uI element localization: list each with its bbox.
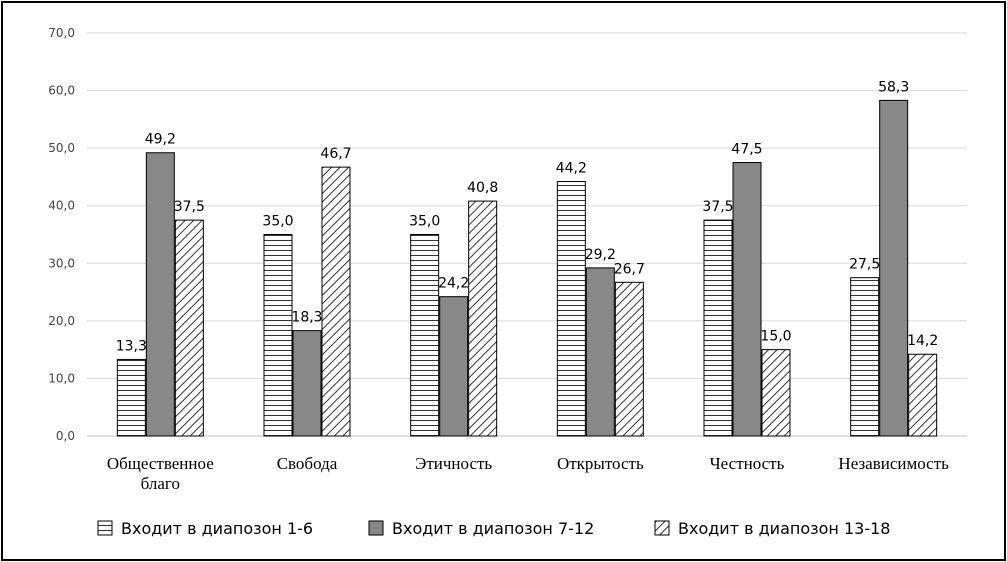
legend: Входит в диапозон 1-6 Входит в диапозон 7… <box>97 519 890 538</box>
bar <box>145 152 175 437</box>
data-label: 26,7 <box>614 261 645 277</box>
data-label: 47,5 <box>731 142 762 158</box>
bar <box>321 166 351 437</box>
bar <box>556 181 586 437</box>
legend-label: Входит в диапозон 13-18 <box>678 519 890 538</box>
bar <box>468 200 498 437</box>
bar <box>703 219 733 437</box>
data-label: 37,5 <box>702 199 733 215</box>
category-label: Общественное <box>107 454 214 473</box>
bar <box>292 330 322 437</box>
data-label: 15,0 <box>760 329 791 345</box>
data-label: 49,2 <box>145 132 176 148</box>
y-tick-label: 40,0 <box>48 199 75 213</box>
y-tick-label: 50,0 <box>48 141 75 155</box>
legend-swatch <box>368 520 384 536</box>
bar <box>761 349 791 437</box>
bar <box>879 99 909 437</box>
data-label: 44,2 <box>556 161 587 177</box>
category-label: Независимость <box>838 454 949 473</box>
bar <box>116 358 146 437</box>
data-label: 37,5 <box>174 199 205 215</box>
data-label: 35,0 <box>409 214 440 230</box>
bar <box>908 353 938 437</box>
data-label: 29,2 <box>585 247 616 263</box>
category-label: Честность <box>710 454 785 473</box>
category-label: Свобода <box>277 454 338 473</box>
y-tick-label: 20,0 <box>48 314 75 328</box>
data-label: 14,2 <box>907 333 938 349</box>
category-label: Этичность <box>415 454 492 473</box>
data-label: 27,5 <box>849 257 880 273</box>
bar <box>410 234 440 437</box>
y-tick-label: 70,0 <box>48 26 75 40</box>
bar <box>174 219 204 437</box>
bars <box>116 99 938 437</box>
data-label: 24,2 <box>438 276 469 292</box>
gridlines <box>87 32 967 437</box>
legend-swatch <box>97 520 113 536</box>
y-axis-ticks: 0,0 10,0 20,0 30,0 40,0 50,0 60,0 70,0 <box>48 26 75 443</box>
data-label: 40,8 <box>467 180 498 196</box>
data-labels: 13,3 35,0 35,0 44,2 37,5 27,5 49,2 18,3 24,2 29,2… <box>116 79 939 354</box>
bar <box>439 296 469 437</box>
data-label: 58,3 <box>878 79 909 95</box>
data-label: 46,7 <box>320 146 351 162</box>
bar-chart: 0,0 10,0 20,0 30,0 40,0 50,0 60,0 70,0 13,3 35,0… <box>48 26 967 538</box>
bar <box>263 234 293 437</box>
bar <box>614 281 644 437</box>
y-tick-label: 30,0 <box>48 256 75 270</box>
legend-label: Входит в диапозон 1-6 <box>121 519 313 538</box>
data-label: 35,0 <box>262 214 293 230</box>
category-label: Открытость <box>557 454 644 473</box>
category-label: благо <box>141 474 180 493</box>
bar <box>850 277 880 437</box>
y-tick-label: 0,0 <box>56 429 75 443</box>
data-label: 18,3 <box>291 310 322 326</box>
legend-swatch <box>654 520 670 536</box>
bar <box>732 162 762 437</box>
data-label: 13,3 <box>116 338 147 354</box>
y-tick-label: 10,0 <box>48 371 75 385</box>
bar <box>585 267 615 437</box>
y-tick-label: 60,0 <box>48 84 75 98</box>
legend-label: Входит в диапозон 7-12 <box>392 519 594 538</box>
